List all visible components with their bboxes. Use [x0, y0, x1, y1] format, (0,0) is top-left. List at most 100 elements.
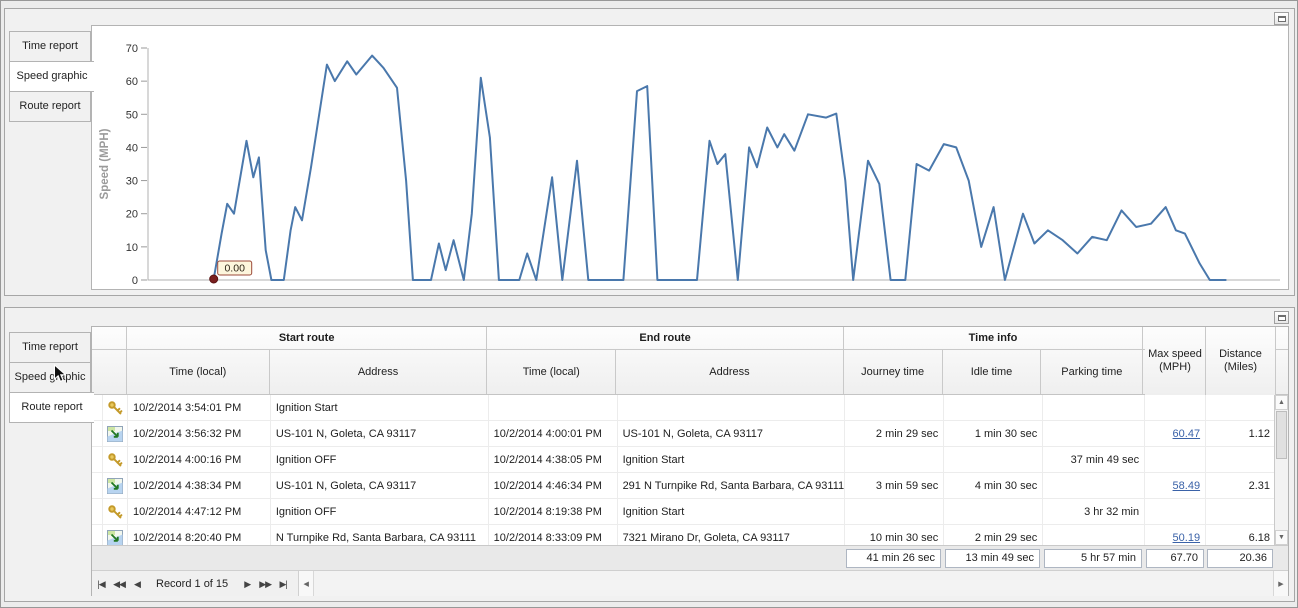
- cell-distance: [1206, 499, 1276, 524]
- speed-chart: Speed (MPH) 0 10 20 30 40 50 60 70 0.00: [99, 43, 1280, 287]
- table-row[interactable]: 10/2/2014 3:54:01 PM Ignition Start: [92, 395, 1276, 421]
- speed-series-line: [212, 54, 1227, 281]
- tab-label: Time report: [22, 341, 78, 353]
- column-header-start-address[interactable]: Address: [270, 350, 488, 394]
- panel-collapse-button[interactable]: [1274, 311, 1289, 324]
- column-header-start-time[interactable]: Time (local): [127, 350, 270, 394]
- tab-route-report[interactable]: Route report: [9, 392, 94, 423]
- header-spacer: [1274, 327, 1288, 349]
- nav-next-page-button[interactable]: ▶▶: [259, 578, 272, 589]
- header-spacer: [1274, 350, 1288, 394]
- tab-label: Route report: [19, 100, 81, 112]
- nav-next-button[interactable]: ▶: [244, 578, 251, 589]
- cell-max-speed: [1145, 447, 1207, 472]
- row-type-icon-cell: [103, 395, 128, 420]
- cell-start-address: US-101 N, Goleta, CA 93117: [271, 473, 489, 498]
- tab-route-report[interactable]: Route report: [9, 91, 91, 122]
- cell-end-time: 10/2/2014 4:38:05 PM: [489, 447, 618, 472]
- cell-max-speed: [1145, 499, 1207, 524]
- cell-max-speed: [1145, 395, 1207, 420]
- panel-collapse-button[interactable]: [1274, 12, 1289, 25]
- scrollbar-thumb[interactable]: [1276, 411, 1287, 459]
- nav-previous-page-button[interactable]: ◀◀: [113, 578, 126, 589]
- row-indicator: [92, 473, 103, 498]
- max-speed-link[interactable]: 58.49: [1172, 479, 1201, 492]
- cell-idle-time: [944, 499, 1044, 524]
- column-header-distance[interactable]: Distance (Miles): [1206, 327, 1276, 395]
- ignition-key-icon: [108, 400, 123, 414]
- annotation-box: [217, 260, 253, 276]
- summary-idle-time: 13 min 49 sec: [945, 549, 1040, 568]
- svg-text:60: 60: [126, 76, 138, 88]
- cell-parking-time: [1043, 525, 1146, 545]
- table-row[interactable]: 10/2/2014 4:38:34 PM US-101 N, Goleta, CA…: [92, 473, 1276, 499]
- row-type-icon-cell: [103, 499, 128, 524]
- tab-label: Time report: [22, 40, 78, 52]
- collapse-icon: [1277, 15, 1286, 22]
- group-header-start-route[interactable]: Start route: [127, 327, 488, 349]
- nav-first-button[interactable]: |◀: [97, 578, 105, 589]
- tab-time-report[interactable]: Time report: [9, 31, 91, 62]
- cell-start-time: 10/2/2014 4:47:12 PM: [128, 499, 271, 524]
- cell-parking-time: 3 hr 32 min: [1043, 499, 1146, 524]
- row-indicator: [92, 499, 103, 524]
- cell-distance: 1.12: [1206, 421, 1276, 446]
- cell-end-time: 10/2/2014 8:19:38 PM: [489, 499, 618, 524]
- tab-speed-graphic[interactable]: Speed graphic: [9, 362, 91, 393]
- group-header-end-route[interactable]: End route: [487, 327, 844, 349]
- record-counter: Record 1 of 15: [156, 577, 229, 590]
- table-body: 10/2/2014 3:54:01 PM Ignition Start 10/2/2…: [92, 395, 1276, 545]
- row-type-icon-cell: [103, 421, 128, 446]
- row-indicator: [92, 447, 103, 472]
- scroll-up-button[interactable]: ▲: [1275, 395, 1288, 410]
- max-speed-link[interactable]: 50.19: [1172, 531, 1201, 544]
- route-map-icon: [106, 477, 123, 494]
- table-row[interactable]: 10/2/2014 4:47:12 PM Ignition OFF 10/2/201…: [92, 499, 1276, 525]
- svg-text:0: 0: [132, 275, 138, 287]
- tab-speed-graphic[interactable]: Speed graphic: [9, 61, 94, 92]
- speed-graphic-panel: Time report Speed graphic Route report S…: [4, 8, 1295, 296]
- scroll-right-button[interactable]: ▶: [1273, 571, 1288, 596]
- cell-idle-time: 4 min 30 sec: [944, 473, 1044, 498]
- column-header-parking-time[interactable]: Parking time: [1041, 350, 1144, 394]
- route-report-panel: Time report Speed graphic Route report S…: [4, 307, 1295, 602]
- scroll-down-button[interactable]: ▼: [1275, 530, 1288, 545]
- cell-distance: 6.18: [1206, 525, 1276, 545]
- table-row[interactable]: 10/2/2014 4:00:16 PM Ignition OFF 10/2/201…: [92, 447, 1276, 473]
- horizontal-scrollbar[interactable]: ◀ ▶: [298, 571, 1288, 596]
- y-axis-title: Speed (MPH): [99, 128, 111, 199]
- tab-time-report[interactable]: Time report: [9, 332, 91, 363]
- column-header-end-time[interactable]: Time (local): [487, 350, 617, 394]
- max-speed-link[interactable]: 60.47: [1172, 427, 1201, 440]
- table-row[interactable]: 10/2/2014 8:20:40 PM N Turnpike Rd, Santa…: [92, 525, 1276, 545]
- group-header-time-info[interactable]: Time info: [844, 327, 1144, 349]
- cell-end-address: [618, 395, 846, 420]
- cell-start-time: 10/2/2014 4:38:34 PM: [128, 473, 271, 498]
- start-point-marker: [209, 274, 219, 284]
- nav-previous-button[interactable]: ◀: [134, 578, 141, 589]
- cell-journey-time: [845, 395, 945, 420]
- row-indicator: [92, 395, 103, 420]
- column-header-end-address[interactable]: Address: [616, 350, 844, 394]
- cell-idle-time: [944, 447, 1044, 472]
- column-header-idle-time[interactable]: Idle time: [943, 350, 1042, 394]
- cell-parking-time: [1043, 395, 1146, 420]
- cell-journey-time: [845, 447, 945, 472]
- cell-end-address: Ignition Start: [618, 499, 846, 524]
- column-header-max-speed[interactable]: Max speed (MPH): [1145, 327, 1206, 395]
- cell-journey-time: 2 min 29 sec: [845, 421, 945, 446]
- cell-start-address: US-101 N, Goleta, CA 93117: [271, 421, 489, 446]
- cell-start-address: Ignition OFF: [271, 447, 489, 472]
- tab-label: Speed graphic: [16, 70, 88, 82]
- nav-last-button[interactable]: ▶|: [279, 578, 288, 589]
- column-header-journey-time[interactable]: Journey time: [844, 350, 943, 394]
- scroll-left-button[interactable]: ◀: [299, 571, 315, 596]
- summary-parking-time: 5 hr 57 min: [1044, 549, 1142, 568]
- vertical-scrollbar[interactable]: ▲ ▼: [1274, 395, 1288, 545]
- cell-parking-time: 37 min 49 sec: [1043, 447, 1146, 472]
- grid-header: Start route End route Time info Time (lo…: [92, 327, 1288, 395]
- svg-text:50: 50: [126, 109, 138, 121]
- cell-journey-time: 10 min 30 sec: [845, 525, 945, 545]
- table-row[interactable]: 10/2/2014 3:56:32 PM US-101 N, Goleta, CA…: [92, 421, 1276, 447]
